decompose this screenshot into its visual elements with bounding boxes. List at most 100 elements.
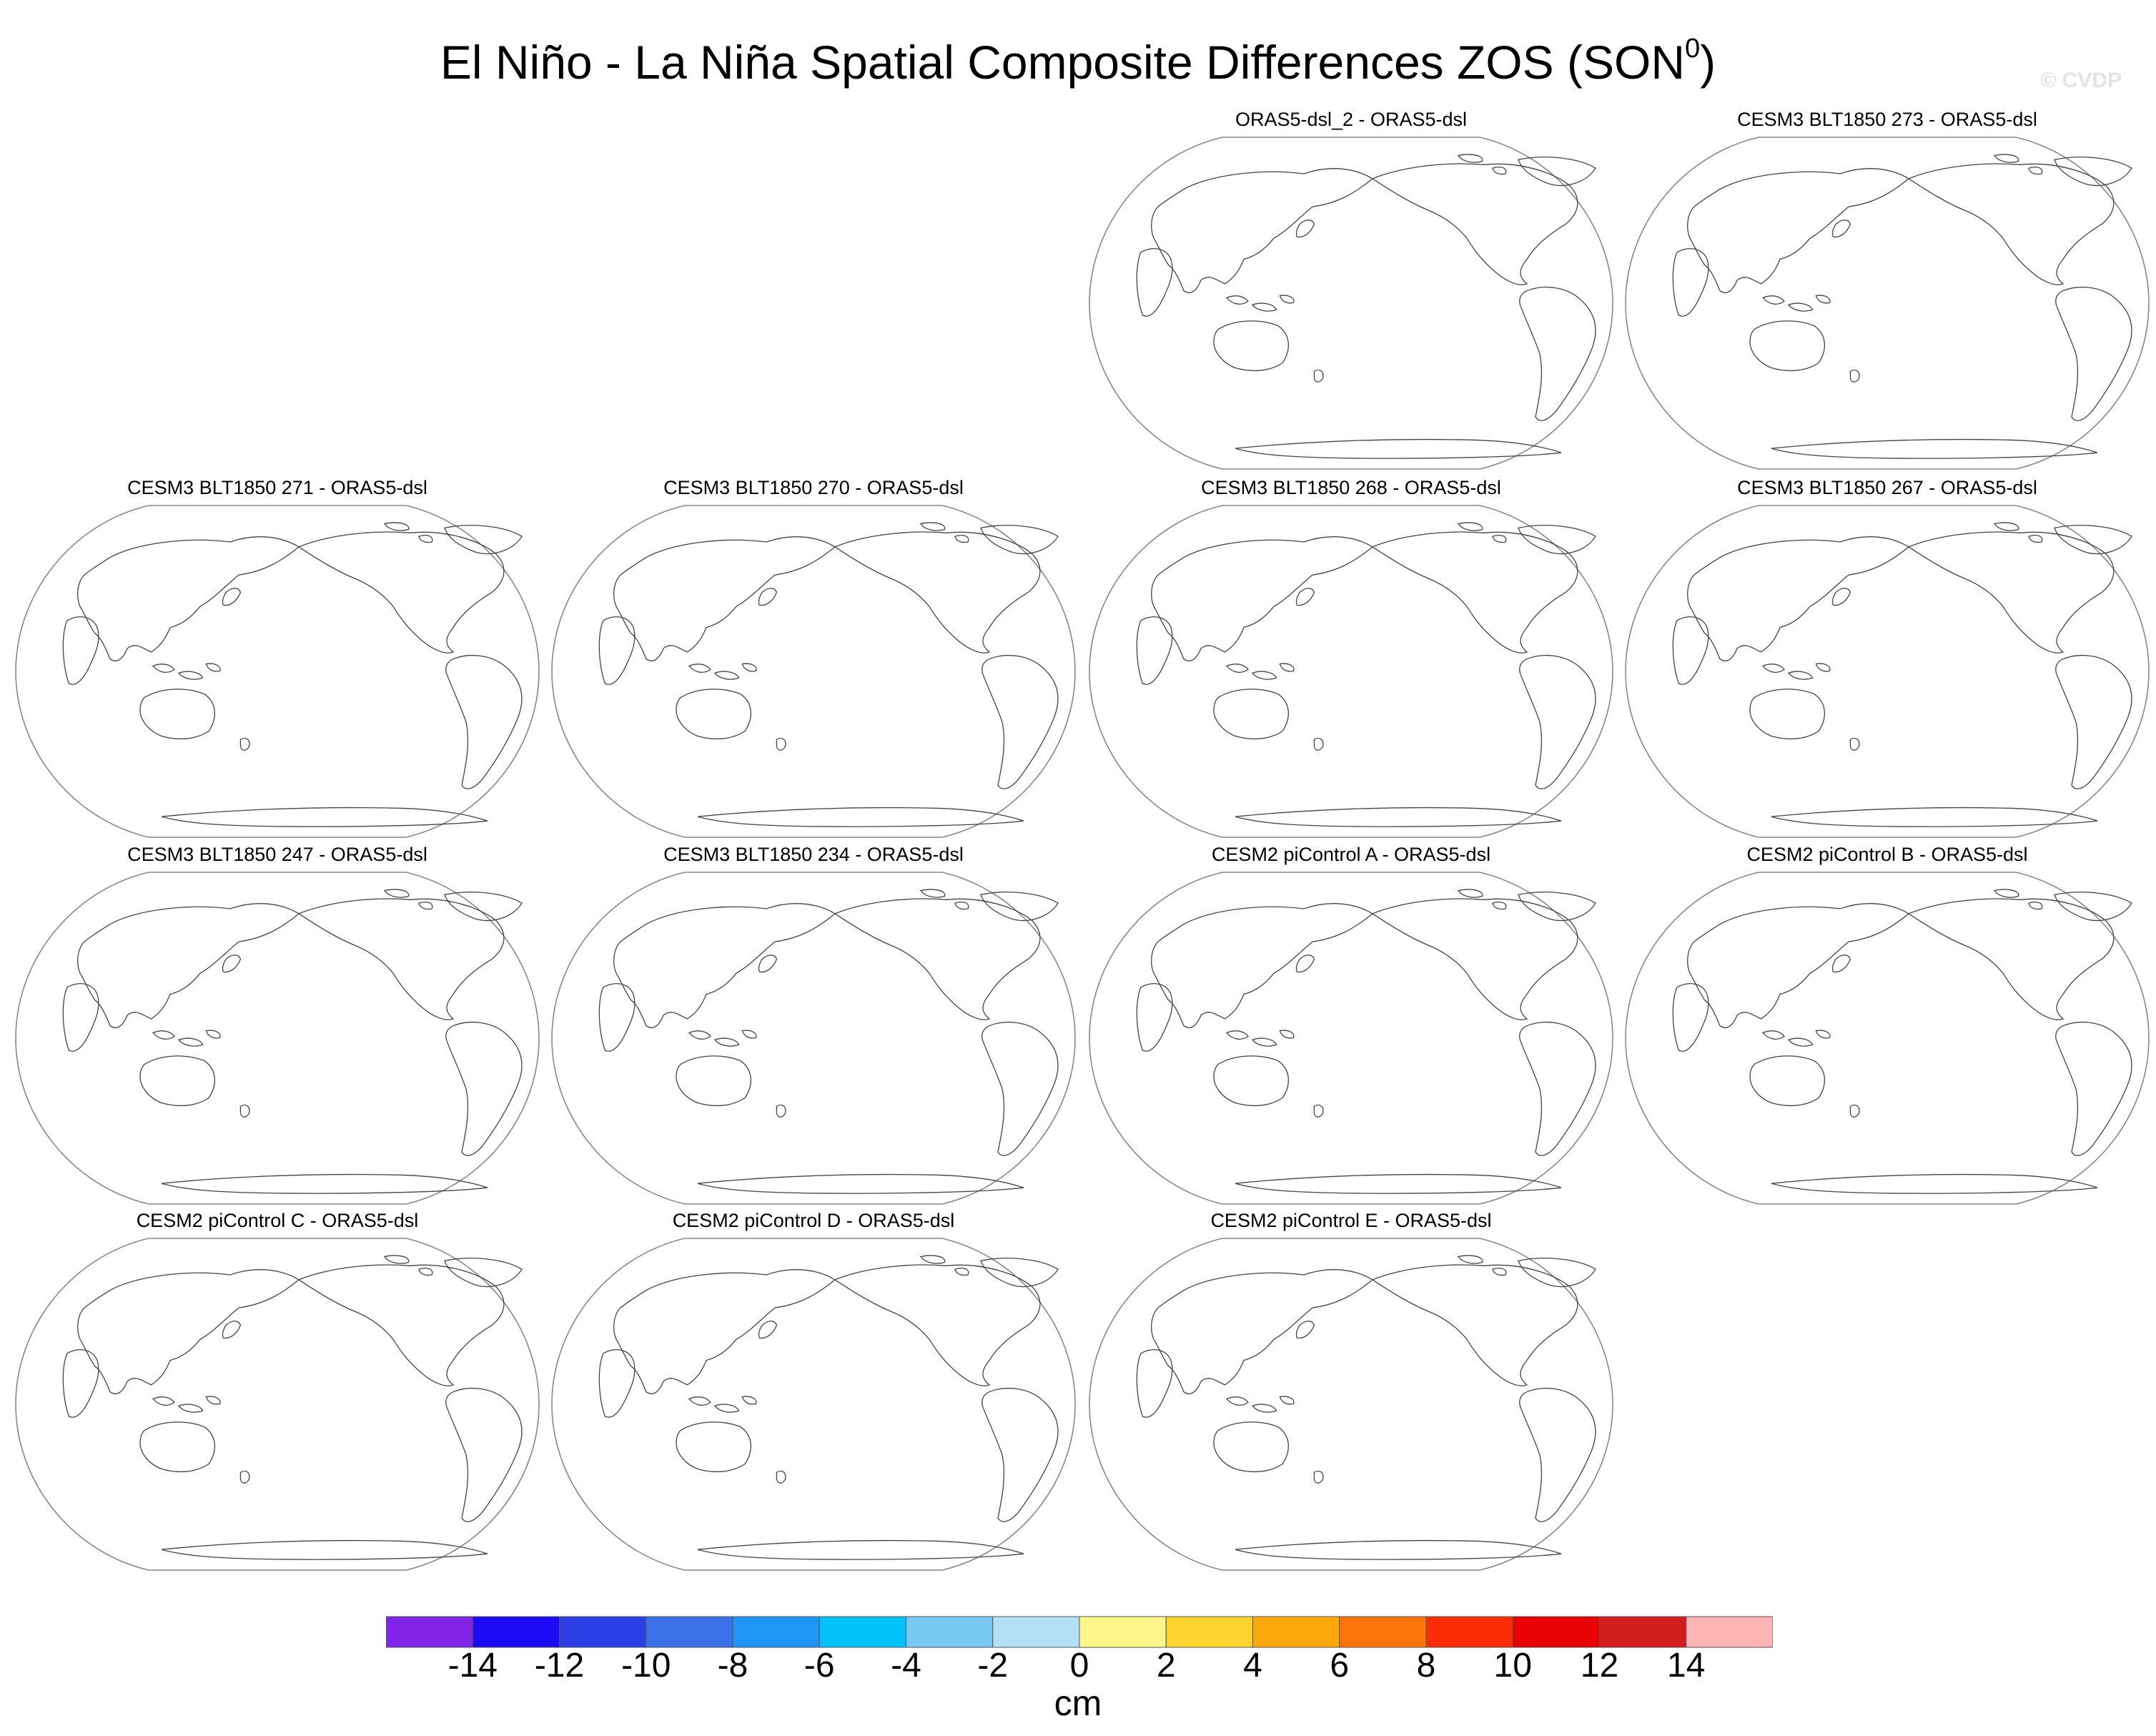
- coastline-path: [1152, 537, 1373, 661]
- coastline-path: [299, 899, 504, 1020]
- coastline-path: [1493, 1268, 1506, 1276]
- coastline-path: [689, 1031, 711, 1040]
- coastline-path: [1296, 955, 1314, 972]
- colorbar-box: [819, 1616, 906, 1648]
- coastline-path: [758, 955, 776, 972]
- coastline-path: [981, 892, 1058, 921]
- coastline-path: [1518, 526, 1596, 554]
- coastline-path: [955, 536, 969, 543]
- coastline-path: [140, 1422, 214, 1472]
- coastline-path: [1373, 899, 1578, 1020]
- colorbar-box: [1165, 1616, 1253, 1648]
- coastline-path: [1235, 1175, 1561, 1194]
- coastline-path: [1458, 1256, 1483, 1263]
- world-map: [1625, 505, 2150, 838]
- coastline-path: [1227, 1397, 1248, 1406]
- colorbar-tick-label: 12: [1580, 1647, 1619, 1685]
- coastline-path: [1227, 296, 1248, 305]
- coastline-path: [1763, 296, 1784, 305]
- coastlines: [1137, 889, 1596, 1193]
- colorbar-box: [559, 1616, 647, 1648]
- coastline-path: [1909, 899, 2114, 1020]
- map-outline: [1625, 505, 2150, 838]
- coastline-path: [1816, 295, 1830, 303]
- colorbar-box: [472, 1616, 560, 1648]
- colorbar-tick-label: -12: [534, 1647, 585, 1685]
- coastlines: [599, 523, 1058, 827]
- coastline-path: [1994, 154, 2019, 162]
- coastline-path: [1750, 321, 1824, 371]
- map-outline: [1625, 137, 2150, 470]
- colorbar-box: [1339, 1616, 1427, 1648]
- coastline-path: [1520, 1022, 1596, 1156]
- coastline-path: [1137, 1350, 1172, 1418]
- coastlines: [63, 889, 522, 1193]
- coastline-path: [1373, 1265, 1578, 1386]
- coastline-path: [1227, 664, 1248, 673]
- title-text: El Niño - La Niña Spatial Composite Diff…: [440, 36, 1685, 89]
- coastline-path: [1789, 1038, 1813, 1046]
- coastline-path: [162, 808, 488, 827]
- coastlines: [63, 523, 522, 827]
- title-superscript: 0: [1685, 34, 1701, 64]
- map-panel-pic-c: CESM2 piControl C - ORAS5-dsl: [13, 1208, 542, 1573]
- coastline-path: [1235, 808, 1561, 827]
- coastline-path: [1771, 1175, 2097, 1194]
- coastline-path: [1832, 588, 1850, 606]
- coastline-path: [1763, 1031, 1784, 1040]
- colorbar-tick-label: 14: [1667, 1647, 1706, 1685]
- coastline-path: [698, 1175, 1024, 1194]
- coastlines: [1673, 889, 2132, 1193]
- coastline-path: [1296, 1321, 1314, 1338]
- coastline-path: [1235, 1541, 1561, 1560]
- world-map: [1089, 1238, 1613, 1571]
- coastline-path: [698, 1541, 1024, 1560]
- coastline-path: [153, 1397, 174, 1406]
- coastline-path: [742, 1396, 756, 1404]
- coastline-path: [206, 664, 220, 671]
- map-outline: [1625, 872, 2150, 1205]
- coastline-path: [982, 656, 1058, 789]
- coastline-path: [955, 902, 969, 909]
- coastline-path: [1137, 617, 1172, 685]
- coastline-path: [1314, 370, 1322, 382]
- colorbar-tick-label: 6: [1330, 1647, 1350, 1685]
- coastline-path: [1458, 889, 1483, 897]
- coastline-path: [446, 1389, 522, 1522]
- map-panel-pic-b: CESM2 piControl B - ORAS5-dsl: [1623, 842, 2152, 1207]
- coastline-path: [742, 664, 756, 671]
- colorbar-box: [992, 1616, 1080, 1648]
- coastline-path: [2056, 1022, 2132, 1156]
- coastline-path: [2056, 287, 2132, 421]
- colorbar-tick-label: -6: [803, 1647, 835, 1685]
- coastline-path: [1493, 167, 1506, 174]
- map-outline: [15, 872, 540, 1205]
- coastline-path: [1458, 154, 1483, 162]
- colorbar-box: [1686, 1616, 1773, 1648]
- coastline-path: [1850, 738, 1859, 750]
- world-map: [15, 872, 540, 1205]
- coastline-path: [445, 1258, 522, 1287]
- coastline-path: [1789, 303, 1813, 311]
- colorbar-tick-labels: -14 -12 -10 -8 -6 -4 -2 0 2 4 6 8 10 12 14: [0, 1646, 2156, 1689]
- coastline-path: [715, 1404, 739, 1412]
- coastline-path: [676, 1422, 751, 1472]
- coastline-path: [385, 889, 409, 897]
- colorbar-units: cm: [1054, 1683, 1102, 1723]
- world-map: [1089, 137, 1613, 470]
- coastline-path: [222, 1321, 240, 1338]
- coastline-path: [981, 526, 1058, 554]
- map-outline: [551, 505, 1076, 838]
- coastline-path: [63, 1350, 99, 1418]
- map-panel-pic-d: CESM2 piControl D - ORAS5-dsl: [549, 1208, 1078, 1573]
- figure-title: El Niño - La Niña Spatial Composite Diff…: [0, 20, 2156, 91]
- coastline-path: [1994, 523, 2019, 531]
- coastline-path: [1688, 169, 1909, 293]
- coastline-path: [758, 588, 776, 606]
- world-map: [551, 872, 1076, 1205]
- coastline-path: [240, 1105, 249, 1117]
- coastline-path: [1314, 1105, 1322, 1117]
- coastline-path: [2029, 167, 2042, 174]
- coastline-path: [1771, 440, 2097, 459]
- coastline-path: [1850, 1105, 1859, 1117]
